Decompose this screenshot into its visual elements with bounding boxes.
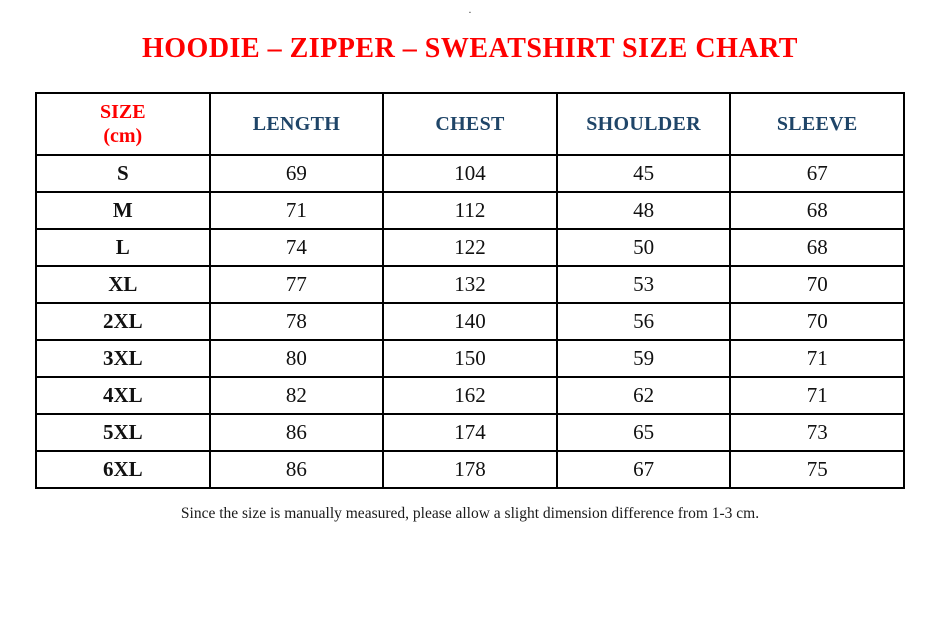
top-center-mark: .	[468, 5, 472, 16]
chest-value: 112	[382, 191, 558, 230]
chest-value: 150	[382, 339, 558, 378]
shoulder-value: 56	[555, 302, 732, 341]
chest-value: 140	[382, 302, 558, 341]
sleeve-value: 71	[729, 376, 905, 415]
length-value: 78	[208, 302, 385, 341]
table-row: 2XL 78 140 56 70	[35, 302, 905, 341]
sleeve-value: 67	[729, 154, 905, 193]
sleeve-column-header: SLEEVE	[729, 92, 905, 156]
shoulder-column-header: SHOULDER	[555, 92, 732, 156]
table-head: SIZE (cm) LENGTH CHEST SHOULDER SLEEVE	[35, 92, 905, 156]
length-value: 74	[208, 228, 385, 267]
length-value: 71	[208, 191, 385, 230]
size-label: 4XL	[35, 376, 211, 415]
measurement-disclaimer: Since the size is manually measured, ple…	[180, 505, 760, 522]
table-row: M 71 112 48 68	[35, 191, 905, 230]
size-label: L	[35, 228, 211, 267]
size-label: 3XL	[35, 339, 211, 378]
table-body: S 69 104 45 67 M 71 112 48 68 L 74 122 5…	[35, 154, 905, 489]
size-label: 5XL	[35, 413, 211, 452]
table-row: XL 77 132 53 70	[35, 265, 905, 304]
size-column-header: SIZE (cm)	[35, 92, 211, 156]
chest-value: 132	[382, 265, 558, 304]
length-value: 86	[208, 450, 385, 489]
table-row: 4XL 82 162 62 71	[35, 376, 905, 415]
shoulder-value: 48	[555, 191, 732, 230]
table-row: 6XL 86 178 67 75	[35, 450, 905, 489]
length-value: 80	[208, 339, 385, 378]
sleeve-value: 70	[729, 265, 905, 304]
sleeve-value: 68	[729, 228, 905, 267]
chest-value: 162	[382, 376, 558, 415]
size-header-unit: (cm)	[103, 125, 143, 147]
shoulder-value: 59	[555, 339, 732, 378]
shoulder-value: 45	[555, 154, 732, 193]
chest-value: 178	[382, 450, 558, 489]
size-label: 2XL	[35, 302, 211, 341]
length-value: 77	[208, 265, 385, 304]
table-row: 5XL 86 174 65 73	[35, 413, 905, 452]
table-header-row: SIZE (cm) LENGTH CHEST SHOULDER SLEEVE	[35, 92, 905, 156]
length-value: 86	[208, 413, 385, 452]
sleeve-value: 70	[729, 302, 905, 341]
sleeve-value: 73	[729, 413, 905, 452]
table-row: S 69 104 45 67	[35, 154, 905, 193]
shoulder-value: 50	[555, 228, 732, 267]
size-label: 6XL	[35, 450, 211, 489]
chest-value: 174	[382, 413, 558, 452]
chest-value: 104	[382, 154, 558, 193]
size-label: M	[35, 191, 211, 230]
shoulder-value: 67	[555, 450, 732, 489]
sleeve-value: 71	[729, 339, 905, 378]
length-value: 82	[208, 376, 385, 415]
length-value: 69	[208, 154, 385, 193]
page-title: HOODIE – ZIPPER – SWEATSHIRT SIZE CHART	[142, 33, 798, 64]
size-chart-table: SIZE (cm) LENGTH CHEST SHOULDER SLEEVE S…	[35, 92, 905, 489]
shoulder-value: 65	[555, 413, 732, 452]
size-header-label: SIZE	[100, 101, 146, 123]
shoulder-value: 62	[555, 376, 732, 415]
sleeve-value: 75	[729, 450, 905, 489]
length-column-header: LENGTH	[208, 92, 385, 156]
table-row: 3XL 80 150 59 71	[35, 339, 905, 378]
chest-value: 122	[382, 228, 558, 267]
size-label: XL	[35, 265, 211, 304]
chest-column-header: CHEST	[382, 92, 558, 156]
shoulder-value: 53	[555, 265, 732, 304]
size-label: S	[35, 154, 211, 193]
table-row: L 74 122 50 68	[35, 228, 905, 267]
sleeve-value: 68	[729, 191, 905, 230]
